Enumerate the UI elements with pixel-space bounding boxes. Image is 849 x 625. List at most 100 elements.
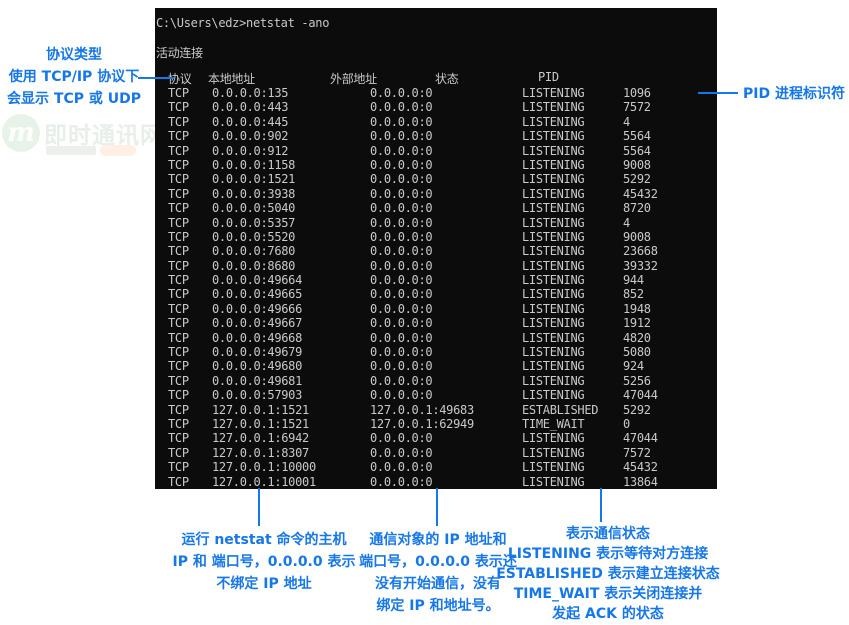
annotation-pid: PID 进程标识符: [743, 86, 845, 102]
cell-pid: 1096: [623, 86, 651, 100]
cell-state: LISTENING: [522, 316, 585, 331]
table-row: TCP 0.0.0.0:49680 0.0.0.0:0 LISTENING 924: [155, 359, 717, 373]
cell-pid: 924: [623, 359, 644, 374]
cell-state: LISTENING: [522, 143, 585, 158]
cell-pid: 45432: [623, 460, 658, 475]
cell-protocol: TCP: [168, 186, 189, 201]
cell-state: LISTENING: [522, 172, 585, 187]
annotation-line: 协议类型: [46, 47, 102, 63]
cell-local-address: 127.0.0.1:10001: [212, 474, 316, 489]
cell-local-address: 0.0.0.0:1158: [212, 157, 296, 172]
cell-protocol: TCP: [168, 359, 189, 374]
cell-protocol: TCP: [168, 258, 189, 273]
cell-local-address: 0.0.0.0:49664: [212, 273, 303, 288]
cell-pid: 47044: [623, 431, 658, 446]
cell-state: LISTENING: [522, 244, 585, 259]
column-header-protocol: 协议: [168, 72, 192, 86]
table-row: TCP 0.0.0.0:1521 0.0.0.0:0 LISTENING 5292: [155, 172, 717, 186]
cell-foreign-address: 0.0.0.0:0: [370, 201, 433, 216]
cell-state: LISTENING: [522, 345, 585, 360]
cell-pid: 8720: [623, 201, 651, 216]
watermark-logo-icon: m: [2, 114, 40, 152]
cell-local-address: 0.0.0.0:135: [212, 86, 289, 100]
table-row: TCP 0.0.0.0:49665 0.0.0.0:0 LISTENING 852: [155, 287, 717, 301]
cell-state: LISTENING: [522, 86, 585, 100]
cell-state: TIME_WAIT: [522, 416, 585, 431]
cell-state: LISTENING: [522, 201, 585, 216]
cell-state: LISTENING: [522, 287, 585, 302]
annotation-state: 表示通信状态 LISTENING 表示等待对方连接 ESTABLISHED 表示建立…: [468, 524, 748, 624]
cell-pid: 5292: [623, 172, 651, 187]
cell-pid: 5564: [623, 143, 651, 158]
cell-protocol: TCP: [168, 373, 189, 388]
annotation-line: 运行 netstat 命令的主机: [181, 532, 347, 548]
cell-pid: 47044: [623, 388, 658, 403]
cell-protocol: TCP: [168, 330, 189, 345]
annotation-protocol: 协议类型 使用 TCP/IP 协议下 会显示 TCP 或 UDP: [0, 44, 148, 110]
table-row: TCP 0.0.0.0:5520 0.0.0.0:0 LISTENING 9008: [155, 230, 717, 244]
annotation-line: 没有开始通信，没有: [375, 576, 501, 592]
state-connector-line: [600, 488, 602, 522]
cell-pid: 0: [623, 416, 630, 431]
cell-local-address: 0.0.0.0:7680: [212, 244, 296, 259]
cell-local-address: 0.0.0.0:49679: [212, 345, 303, 360]
cell-local-address: 127.0.0.1:1521: [212, 416, 309, 431]
cell-state: LISTENING: [522, 157, 585, 172]
cell-local-address: 127.0.0.1:8307: [212, 445, 309, 460]
pid-connector-line: [698, 92, 738, 94]
cell-pid: 1912: [623, 316, 651, 331]
connections-table: TCP 0.0.0.0:135 0.0.0.0:0 LISTENING 1096 TCP 0…: [155, 86, 717, 489]
column-header-pid: PID: [538, 70, 559, 84]
cell-foreign-address: 0.0.0.0:0: [370, 460, 433, 475]
cell-state: LISTENING: [522, 359, 585, 374]
annotation-foreign-address: 通信对象的 IP 地址和 端口号，0.0.0.0 表示还 没有开始通信，没有 绑定 I…: [338, 529, 538, 617]
cell-protocol: TCP: [168, 215, 189, 230]
cell-state: LISTENING: [522, 431, 585, 446]
table-row: TCP 0.0.0.0:49664 0.0.0.0:0 LISTENING 944: [155, 273, 717, 287]
cell-pid: 4820: [623, 330, 651, 345]
cell-state: LISTENING: [522, 100, 585, 115]
cell-foreign-address: 127.0.0.1:62949: [370, 416, 474, 431]
cell-foreign-address: 0.0.0.0:0: [370, 345, 433, 360]
table-row: TCP 127.0.0.1:6942 0.0.0.0:0 LISTENING 47044: [155, 431, 717, 445]
cell-state: LISTENING: [522, 445, 585, 460]
cell-protocol: TCP: [168, 201, 189, 216]
site-watermark: m 即时通讯网: [2, 114, 163, 170]
table-row: TCP 127.0.0.1:10001 0.0.0.0:0 LISTENING 1386…: [155, 475, 717, 489]
cell-state: LISTENING: [522, 114, 585, 129]
cell-protocol: TCP: [168, 129, 189, 144]
cell-pid: 4: [623, 114, 630, 129]
cell-pid: 13864: [623, 474, 658, 489]
cell-local-address: 0.0.0.0:443: [212, 100, 289, 115]
cell-pid: 852: [623, 287, 644, 302]
cell-protocol: TCP: [168, 316, 189, 331]
table-row: TCP 0.0.0.0:3938 0.0.0.0:0 LISTENING 45432: [155, 187, 717, 201]
column-header-local-address: 本地地址: [208, 72, 255, 86]
cell-protocol: TCP: [168, 143, 189, 158]
cell-local-address: 0.0.0.0:1521: [212, 172, 296, 187]
cell-pid: 23668: [623, 244, 658, 259]
cell-foreign-address: 0.0.0.0:0: [370, 373, 433, 388]
cell-local-address: 0.0.0.0:902: [212, 129, 289, 144]
cell-local-address: 0.0.0.0:49680: [212, 359, 303, 374]
protocol-connector-line: [138, 77, 174, 79]
table-row: TCP 0.0.0.0:7680 0.0.0.0:0 LISTENING 23668: [155, 244, 717, 258]
annotation-line: IP 和 端口号，0.0.0.0 表示: [172, 554, 356, 570]
cell-local-address: 0.0.0.0:445: [212, 114, 289, 129]
cell-foreign-address: 0.0.0.0:0: [370, 474, 433, 489]
annotation-line: LISTENING 表示等待对方连接: [507, 546, 709, 562]
cell-foreign-address: 0.0.0.0:0: [370, 330, 433, 345]
table-row: TCP 0.0.0.0:5357 0.0.0.0:0 LISTENING 4: [155, 216, 717, 230]
cell-foreign-address: 0.0.0.0:0: [370, 258, 433, 273]
cell-local-address: 0.0.0.0:5357: [212, 215, 296, 230]
cell-foreign-address: 0.0.0.0:0: [370, 100, 433, 115]
cell-state: LISTENING: [522, 215, 585, 230]
terminal-window[interactable]: C:\Users\edz>netstat -ano 活动连接 协议 本地地址 外…: [155, 8, 717, 489]
cell-state: LISTENING: [522, 229, 585, 244]
cell-protocol: TCP: [168, 431, 189, 446]
cell-foreign-address: 0.0.0.0:0: [370, 157, 433, 172]
table-row: TCP 0.0.0.0:49681 0.0.0.0:0 LISTENING 5256: [155, 374, 717, 388]
table-row: TCP 0.0.0.0:5040 0.0.0.0:0 LISTENING 8720: [155, 201, 717, 215]
table-row: TCP 0.0.0.0:8680 0.0.0.0:0 LISTENING 39332: [155, 259, 717, 273]
